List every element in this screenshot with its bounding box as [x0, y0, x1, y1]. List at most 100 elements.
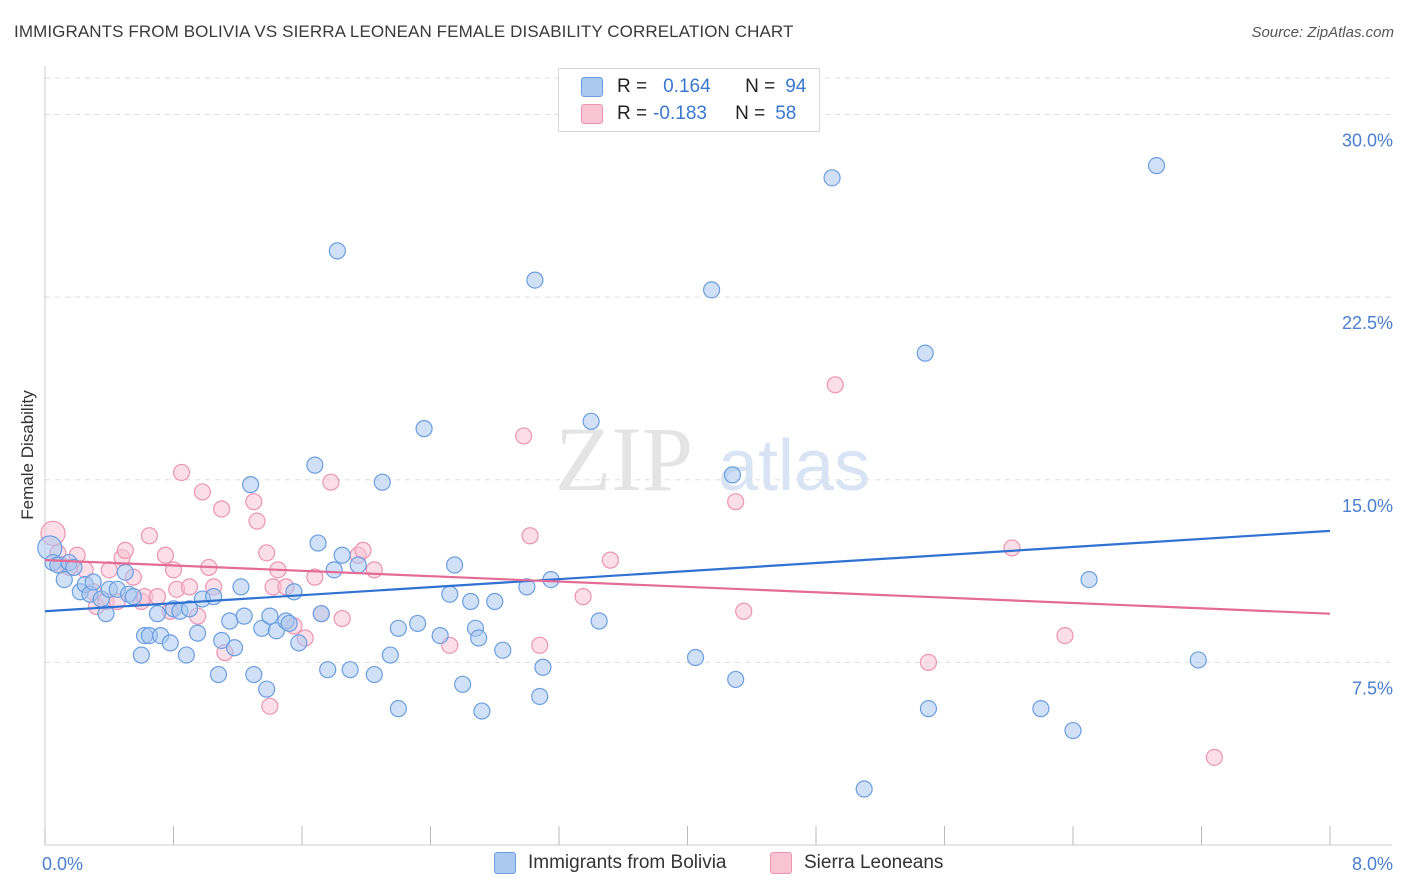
data-point: [100, 561, 118, 579]
bottom-legend-swatch-pink: [770, 852, 792, 874]
data-point: [470, 629, 488, 647]
data-point: [473, 702, 491, 720]
trend-lines: [44, 529, 1331, 615]
data-point: [328, 242, 346, 260]
data-point: [172, 463, 191, 482]
bottom-legend-label: Sierra Leoneans: [804, 852, 944, 873]
data-point: [285, 583, 303, 601]
data-point: [349, 556, 367, 574]
axis-labels: 7.5% 15.0% 22.5% 30.0% 0.0% 8.0%: [42, 131, 1393, 874]
data-point: [409, 614, 427, 633]
legend-row-sierra-leone: R = -0.183 N = 58: [581, 101, 796, 127]
legend-r-value: 0.164: [663, 76, 711, 97]
data-point: [521, 527, 539, 545]
data-point: [261, 697, 279, 715]
data-point: [193, 483, 212, 501]
legend-n-label: N =: [745, 76, 776, 97]
data-point: [221, 612, 239, 630]
series-immigrants-from-bolivia: [37, 157, 1207, 798]
legend-swatch-blue: [581, 77, 603, 97]
data-point: [205, 588, 223, 606]
data-point: [389, 700, 407, 718]
data-point: [441, 585, 459, 603]
data-point: [590, 612, 608, 630]
y-axis-title: Female Disability: [18, 390, 37, 520]
data-point: [494, 641, 512, 659]
data-point: [245, 493, 263, 511]
data-point: [919, 700, 938, 718]
data-point: [258, 680, 276, 698]
data-point: [574, 588, 592, 606]
series-sierra-leoneans: [40, 376, 1223, 766]
stats-legend: R = 0.164 N = 94 R = -0.183 N = 58: [558, 68, 820, 132]
data-point: [916, 344, 934, 362]
legend-swatch-pink: [581, 104, 603, 124]
axes: [44, 66, 1392, 846]
trend-line-bolivia: [44, 529, 1331, 613]
data-point: [213, 631, 231, 650]
data-point: [148, 605, 167, 623]
data-point: [235, 607, 253, 625]
data-point: [309, 534, 327, 552]
data-point: [1003, 539, 1021, 557]
y-tick-label: 22.5%: [1342, 313, 1393, 333]
legend-row-bolivia: R = 0.164 N = 94: [581, 74, 806, 100]
data-point: [1205, 748, 1223, 766]
legend-n-label: N =: [735, 103, 766, 124]
chart-title: IMMIGRANTS FROM BOLIVIA VS SIERRA LEONEA…: [14, 22, 794, 41]
data-point: [245, 665, 263, 684]
data-point: [486, 592, 504, 611]
data-point: [55, 570, 73, 589]
bottom-legend-bolivia: Immigrants from Bolivia: [494, 852, 727, 874]
data-point: [180, 600, 199, 618]
data-point: [341, 661, 359, 679]
bottom-legend-label: Immigrants from Bolivia: [528, 852, 727, 873]
data-point: [518, 578, 536, 596]
data-point: [132, 646, 150, 664]
data-point: [124, 588, 142, 606]
data-point: [727, 670, 745, 689]
data-point: [280, 614, 298, 633]
legend-n-value: 94: [785, 76, 807, 97]
data-point: [1032, 700, 1050, 718]
data-point: [261, 607, 279, 625]
data-point: [531, 636, 549, 654]
data-point: [333, 609, 351, 628]
data-point: [213, 500, 231, 518]
data-point: [180, 578, 199, 596]
y-tick-label: 30.0%: [1342, 131, 1393, 151]
x-tick-label-right: 8.0%: [1352, 854, 1393, 874]
data-point: [365, 561, 383, 579]
data-point: [373, 473, 391, 491]
data-point: [209, 665, 228, 684]
data-point: [161, 634, 179, 652]
data-point: [702, 281, 721, 299]
data-point: [65, 558, 83, 577]
data-point: [1064, 721, 1082, 740]
data-point: [826, 376, 844, 394]
data-point: [248, 512, 266, 530]
data-point: [855, 780, 873, 798]
legend-r-label: R =: [617, 76, 648, 97]
trend-line-sierra-leone: [44, 559, 1331, 615]
data-point: [735, 602, 753, 620]
data-point: [601, 551, 620, 569]
data-point: [242, 476, 260, 494]
data-point: [582, 412, 600, 430]
data-point: [188, 624, 207, 642]
data-point: [381, 646, 399, 664]
legend-r-value: -0.183: [653, 103, 707, 124]
y-tick-label: 15.0%: [1342, 496, 1393, 516]
data-point: [727, 493, 745, 511]
legend-r-label: R =: [617, 103, 648, 124]
data-point: [84, 573, 102, 591]
watermark-zip: ZIP: [555, 408, 693, 510]
data-point: [156, 546, 175, 564]
data-point: [148, 588, 167, 606]
data-point: [97, 605, 115, 623]
data-point: [919, 653, 938, 671]
data-point: [389, 619, 407, 637]
bottom-legend-sierra-leone: Sierra Leoneans: [770, 852, 943, 874]
data-point: [462, 592, 480, 611]
